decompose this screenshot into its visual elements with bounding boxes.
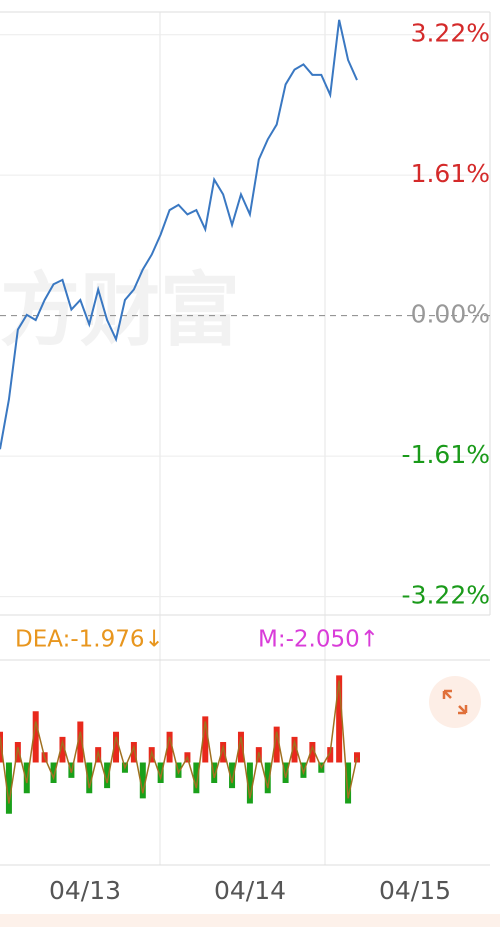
macd-line bbox=[0, 680, 358, 804]
macd-bar bbox=[309, 742, 316, 763]
macd-bar bbox=[104, 762, 111, 789]
macd-bar bbox=[282, 762, 289, 783]
macd-bar bbox=[211, 762, 218, 783]
expand-icon bbox=[442, 689, 468, 715]
macd-bar bbox=[237, 731, 244, 763]
macd-bar bbox=[220, 742, 227, 763]
macd-bar bbox=[273, 726, 280, 763]
price-line bbox=[0, 19, 358, 450]
macd-bar bbox=[14, 742, 21, 763]
macd-bar bbox=[336, 675, 343, 763]
y-tick-label: 1.61% bbox=[411, 159, 490, 188]
macd-bar bbox=[202, 716, 209, 763]
macd-bar bbox=[157, 762, 164, 783]
macd-bar bbox=[130, 742, 137, 763]
macd-bar bbox=[59, 736, 66, 763]
legend-entry: DEA:-1.976↓ bbox=[15, 627, 164, 653]
y-tick-label: 0.00% bbox=[411, 300, 490, 329]
y-tick-label: 3.22% bbox=[411, 19, 490, 48]
x-tick-label: 04/14 bbox=[214, 876, 286, 905]
macd-bar bbox=[291, 736, 298, 763]
y-tick-label: -3.22% bbox=[402, 581, 490, 610]
y-tick-label: -1.61% bbox=[402, 440, 490, 469]
macd-bar bbox=[264, 762, 271, 794]
macd-bar bbox=[139, 762, 146, 799]
watermark: 方财富 bbox=[0, 264, 240, 357]
macd-bar bbox=[77, 721, 84, 763]
macd-bar bbox=[166, 731, 173, 763]
expand-button[interactable] bbox=[429, 676, 481, 728]
macd-bar bbox=[32, 711, 39, 763]
bottom-strip bbox=[0, 914, 500, 927]
macd-bar bbox=[193, 762, 200, 794]
macd-bar bbox=[327, 747, 334, 763]
macd-bar bbox=[113, 731, 120, 763]
macd-bar bbox=[345, 762, 352, 804]
macd-bar bbox=[246, 762, 253, 804]
x-tick-label: 04/15 bbox=[379, 876, 451, 905]
x-tick-label: 04/13 bbox=[49, 876, 121, 905]
macd-bar bbox=[50, 762, 57, 783]
legend-entry: M:-2.050↑ bbox=[258, 627, 379, 653]
macd-bar bbox=[229, 762, 236, 789]
macd-bar bbox=[5, 762, 12, 814]
macd-bar bbox=[86, 762, 93, 794]
